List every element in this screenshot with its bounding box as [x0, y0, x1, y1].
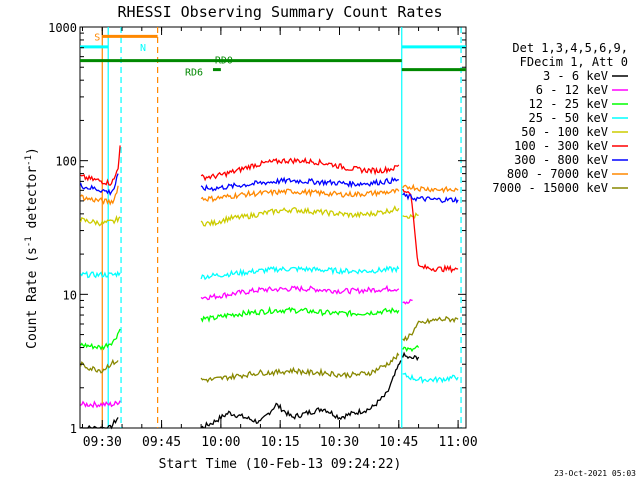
series-line — [79, 173, 119, 196]
series-line — [402, 212, 419, 219]
x-tick-label: 11:00 — [439, 435, 478, 450]
series-line — [200, 187, 400, 203]
series-line — [79, 214, 121, 227]
legend-label: 6 - 12 keV — [536, 83, 608, 97]
chart-title: RHESSI Observing Summary Count Rates — [117, 3, 442, 21]
series-line — [200, 352, 400, 384]
legend-header-2: FDecim 1, Att 0 — [520, 55, 628, 69]
legend-label: 3 - 6 keV — [543, 69, 608, 83]
series-line — [200, 305, 400, 323]
series-line — [402, 315, 459, 342]
series-line — [402, 372, 459, 384]
y-tick-label: 1 — [70, 422, 77, 436]
legend-label: 300 - 800 keV — [514, 153, 608, 167]
legend-label: 25 - 50 keV — [529, 111, 608, 125]
y-tick-label: 10 — [63, 288, 77, 302]
y-axis-label-sup2: -1 — [24, 155, 34, 166]
x-tick-label: 09:45 — [142, 435, 181, 450]
flag-label: N — [140, 43, 146, 54]
y-axis-label-main: Count Rate (s — [25, 247, 40, 349]
series-line — [200, 205, 400, 227]
x-tick-label: 10:00 — [201, 435, 240, 450]
flag-label: RD6 — [185, 68, 203, 79]
x-tick-label: 10:30 — [320, 435, 359, 450]
flag-label: S — [94, 32, 100, 43]
series-line — [80, 400, 121, 409]
y-axis-label: Count Rate (s-1 detector-1) — [24, 147, 40, 349]
legend-label: 50 - 100 keV — [521, 125, 608, 139]
flag-label: RD0 — [215, 56, 233, 67]
legend-label: 100 - 300 keV — [514, 139, 608, 153]
series-line — [80, 417, 119, 430]
y-tick-label: 1000 — [48, 21, 77, 35]
boundary-lines — [101, 27, 462, 428]
x-tick-label: 10:15 — [261, 435, 300, 450]
series-line — [200, 360, 402, 429]
flag-bars: S N RD0 RD6 — [80, 32, 466, 79]
series-line — [200, 176, 399, 192]
plot-frame — [79, 26, 467, 429]
series-line — [402, 298, 413, 305]
series-line — [402, 192, 459, 204]
legend-header-1: Det 1,3,4,5,6,9, — [512, 41, 628, 55]
x-axis-label: Start Time (10-Feb-13 09:24:22) — [159, 457, 402, 472]
legend: Det 1,3,4,5,6,9, FDecim 1, Att 0 3 - 6 k… — [492, 41, 628, 195]
series-line — [79, 328, 121, 351]
series-line — [402, 183, 459, 194]
legend-label: 800 - 7000 keV — [507, 167, 608, 181]
y-tick-label: 100 — [55, 155, 77, 169]
legend-label: 7000 - 15000 keV — [492, 181, 608, 195]
series-line — [200, 156, 400, 182]
series-line — [402, 344, 420, 353]
series-line — [79, 358, 119, 374]
timestamp: 23-Oct-2021 05:03 — [554, 469, 636, 478]
series-line — [80, 145, 121, 186]
y-axis-label-end: ) — [25, 147, 40, 155]
plot-border — [79, 26, 467, 429]
y-axis-label-sup1: -1 — [24, 236, 34, 247]
y-axis-label-mid: detector — [25, 166, 40, 237]
series-line — [200, 284, 400, 301]
series-line — [402, 351, 420, 362]
x-tick-label: 10:45 — [379, 435, 418, 450]
series-line — [79, 185, 119, 206]
x-tick-label: 09:30 — [83, 435, 122, 450]
series-line — [79, 270, 121, 279]
series-line — [200, 265, 400, 281]
axis-ticks: 1 10 100 1000 09:30 09:45 10:00 10:15 10:30 10:45… — [48, 21, 478, 450]
legend-label: 12 - 25 keV — [529, 97, 608, 111]
series-line — [402, 188, 459, 274]
